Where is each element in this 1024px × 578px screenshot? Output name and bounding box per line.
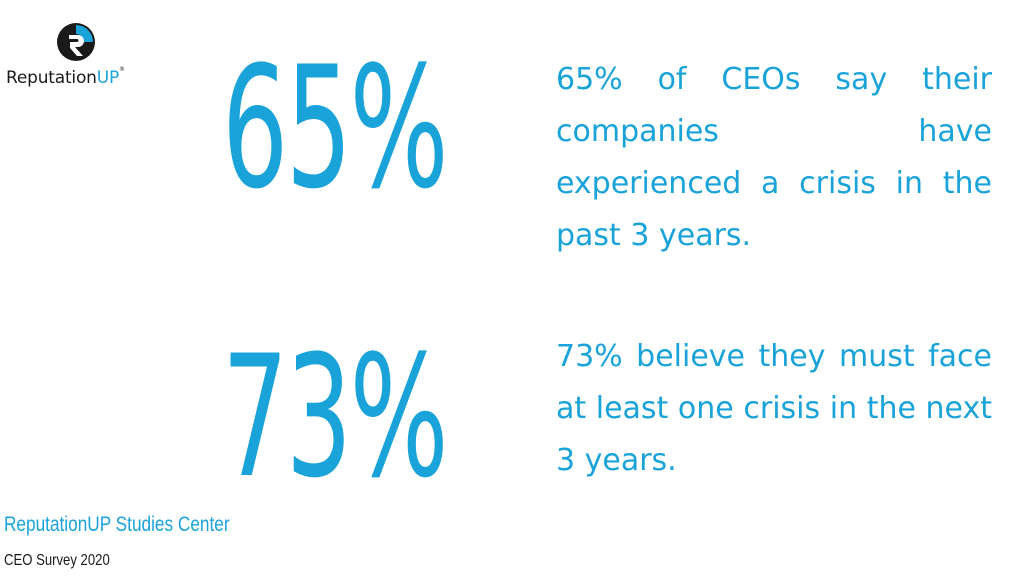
brand-wordmark: ReputationUP® bbox=[6, 66, 125, 88]
stat-description-65: 65% of CEOs say their companies have exp… bbox=[556, 62, 992, 253]
registered-mark: ® bbox=[119, 66, 125, 73]
brand-logo: ReputationUP® bbox=[6, 22, 146, 94]
reputationup-logo-icon bbox=[57, 23, 95, 61]
source-subtitle: CEO Survey 2020 bbox=[4, 552, 110, 569]
stat-value-65: 65% bbox=[222, 30, 449, 226]
stat-description-73: 73% believe they must face at least one … bbox=[556, 339, 992, 478]
brand-name-accent: UP bbox=[96, 68, 120, 88]
source-title: ReputationUP Studies Center bbox=[4, 513, 230, 536]
stat-value-73: 73% bbox=[222, 319, 449, 515]
brand-name: Reputation bbox=[6, 68, 97, 88]
